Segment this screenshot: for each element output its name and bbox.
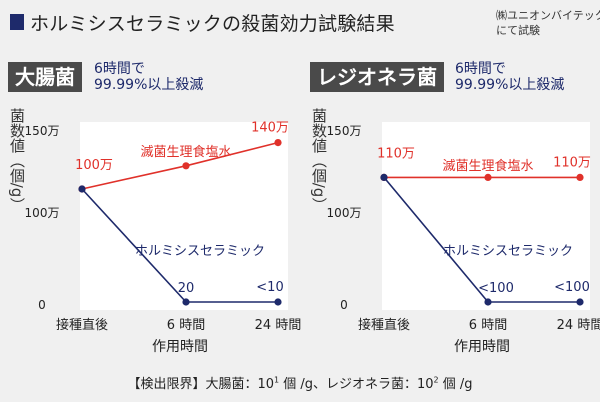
tester-name: ㈱ユニオンバイテック (496, 9, 600, 22)
ecoli-ceramic-series-name: ホルミシスセラミック (135, 244, 265, 259)
legionella-x-axis-title: 作用時間 (454, 339, 510, 355)
legionella-control-point (484, 173, 492, 181)
ecoli-y-tick-label: 100万 (25, 206, 60, 220)
legionella-control-data-label: 110万 (553, 155, 591, 170)
legionella-x-tick-label: 24 時間 (557, 318, 600, 333)
legionella-note-line1: 6時間で (455, 61, 506, 77)
ecoli-x-tick-label: 接種直後 (56, 317, 108, 333)
legionella-control-data-label: 110万 (377, 146, 415, 161)
legionella-ceramic-point (576, 298, 584, 306)
ecoli-control-data-label: 140万 (251, 121, 289, 136)
header: ホルミシスセラミックの殺菌効力試験結果 ㈱ユニオンバイテック にて試験 (0, 0, 600, 48)
tester-note: ㈱ユニオンバイテック にて試験 (496, 8, 600, 38)
legionella-x-tick-label: 接種直後 (358, 317, 410, 333)
legionella-y-tick-label: 150万 (327, 124, 362, 138)
legionella-result-note: 6時間で 99.99%以上殺滅 (455, 61, 564, 93)
footnote-exponent-1: 1 (274, 375, 280, 385)
ecoli-ceramic-data-label: 20 (178, 281, 195, 296)
footnote-prefix: 【検出限界】大腸菌：10 (127, 377, 274, 392)
ecoli-ceramic-point (182, 298, 190, 306)
ecoli-result-note: 6時間で 99.99%以上殺滅 (94, 61, 203, 93)
ecoli-note-line2: 99.99%以上殺滅 (94, 77, 204, 93)
legionella-y-tick-label: 0 (340, 298, 348, 312)
ecoli-x-tick-label: 24 時間 (255, 318, 302, 333)
legionella-note-line2: 99.99%以上殺滅 (455, 77, 565, 93)
legionella-control-series-name: 滅菌生理食塩水 (442, 158, 533, 174)
detection-limit-note: 【検出限界】大腸菌：101 個 /g、レジオネラ菌：102 個 /g (0, 373, 600, 392)
legionella-ceramic-point (484, 298, 492, 306)
legionella-control-point (576, 173, 584, 181)
ecoli-control-point (274, 139, 282, 147)
ecoli-control-point (182, 162, 190, 170)
ecoli-control-series-name: 滅菌生理食塩水 (140, 144, 231, 160)
ecoli-x-axis-title: 作用時間 (152, 339, 208, 355)
legionella-badge: レジオネラ菌 (310, 62, 444, 92)
ecoli-badge: 大腸菌 (8, 62, 82, 92)
ecoli-note-line1: 6時間で (94, 61, 145, 77)
page-title: ホルミシスセラミックの殺菌効力試験結果 (30, 13, 395, 35)
ecoli-ceramic-data-label: <10 (256, 280, 283, 295)
legionella-y-tick-label: 100万 (327, 206, 362, 220)
legionella-ceramic-data-label: <100 (478, 281, 514, 296)
legionella-ceramic-point (380, 173, 388, 181)
ecoli-y-tick-label: 0 (38, 298, 46, 312)
ecoli-y-axis-title: 菌数値（個/g） (8, 108, 26, 213)
ecoli-y-tick-label: 150万 (25, 124, 60, 138)
legionella-y-axis-title: 菌数値（個/g） (310, 108, 328, 213)
legionella-ceramic-series-name: ホルミシスセラミック (443, 244, 573, 259)
ecoli-ceramic-point (78, 185, 86, 193)
ecoli-x-tick-label: 6 時間 (167, 318, 205, 333)
ecoli-plot-area (80, 122, 288, 310)
header-marker (10, 14, 24, 30)
footnote-exponent-2: 2 (433, 375, 439, 385)
ecoli-control-data-label: 100万 (75, 158, 113, 173)
legionella-ceramic-data-label: <100 (554, 280, 590, 295)
tester-suffix: にて試験 (496, 24, 540, 37)
ecoli-ceramic-point (274, 298, 282, 306)
footnote-suffix: 個 /g (438, 377, 473, 392)
footnote-middle: 個 /g、レジオネラ菌：10 (279, 377, 434, 392)
legionella-x-tick-label: 6 時間 (469, 318, 507, 333)
